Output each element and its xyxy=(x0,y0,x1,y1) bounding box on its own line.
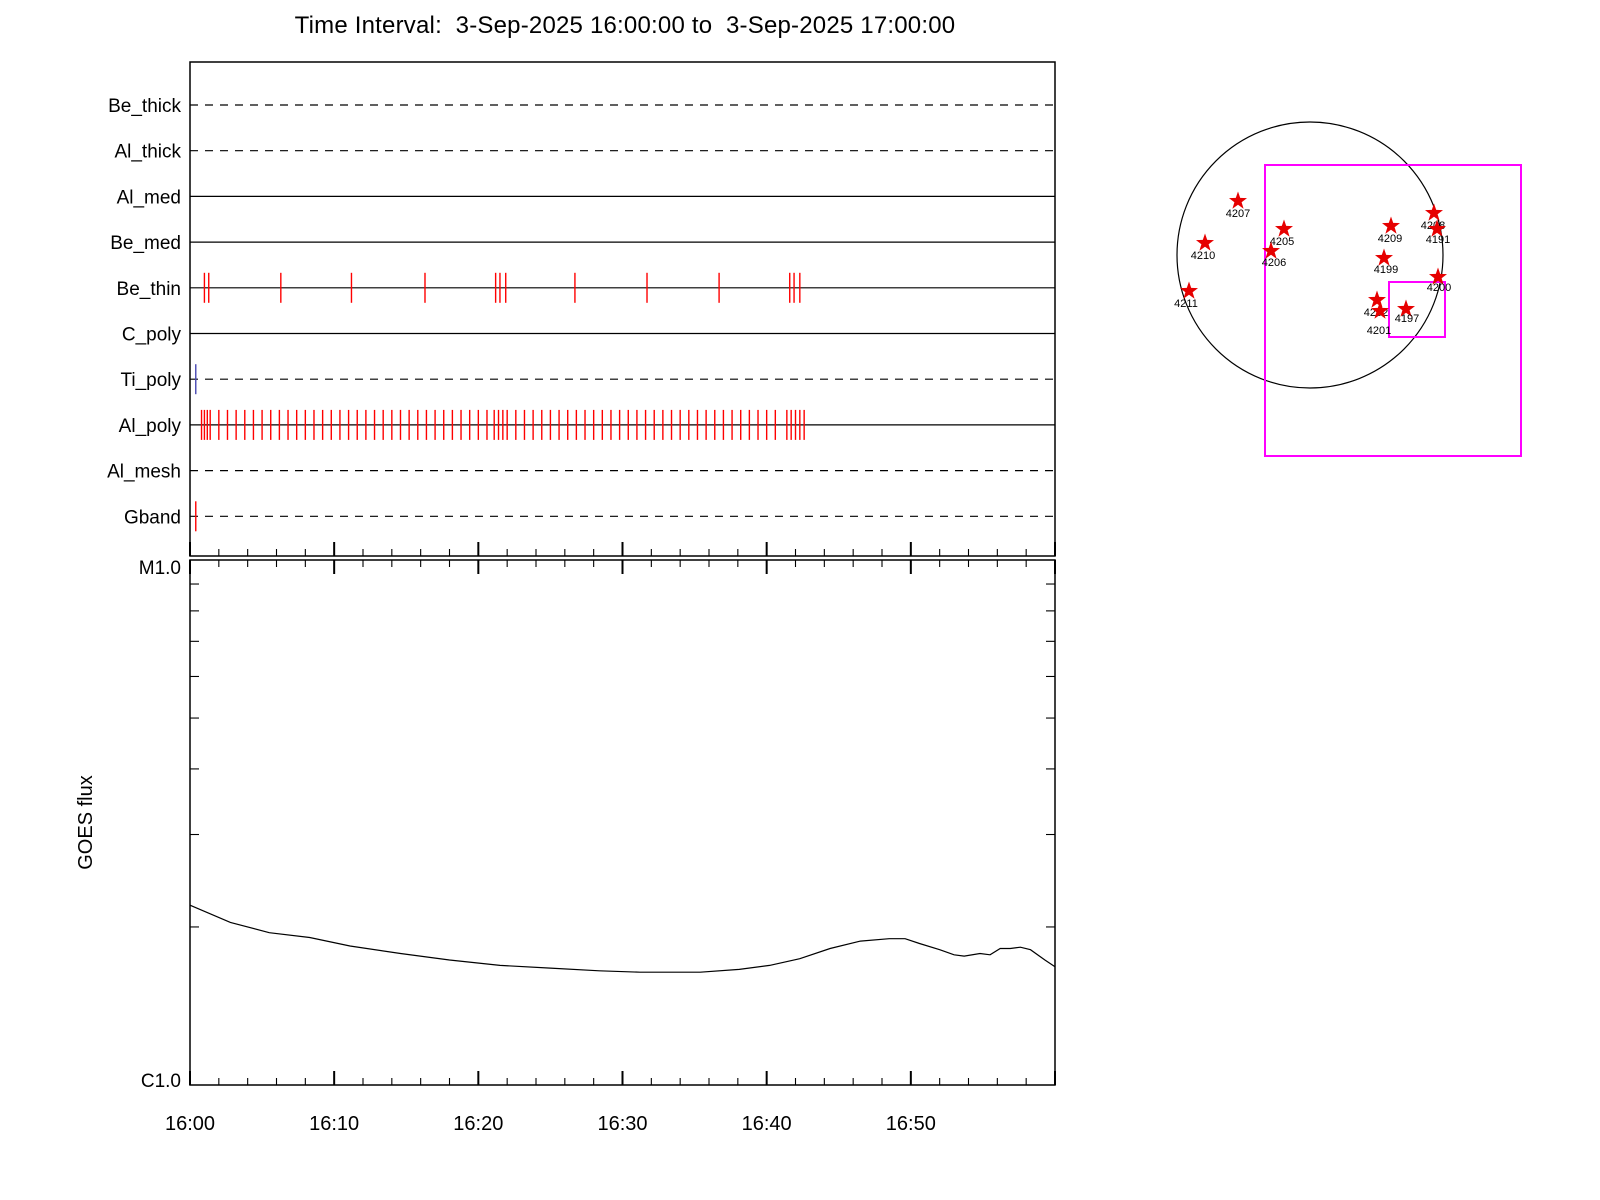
active-region-star-icon xyxy=(1180,281,1198,299)
timeline-row-Al_mesh: Al_mesh xyxy=(107,462,1055,483)
filter-row-label: C_poly xyxy=(122,325,182,346)
goes-ytick-top-label: M1.0 xyxy=(139,558,181,579)
active-region-4205: 4205 xyxy=(1270,219,1294,248)
active-region-star-icon xyxy=(1275,219,1293,237)
goes-xtick-label: 16:40 xyxy=(742,1113,792,1135)
active-region-4191: 4191 xyxy=(1426,219,1450,246)
active-region-4210: 4210 xyxy=(1191,233,1215,262)
timeline-row-Al_poly: Al_poly xyxy=(119,409,1055,440)
filter-row-label: Be_med xyxy=(110,233,181,254)
active-region-star-icon xyxy=(1229,191,1247,209)
timeline-row-Be_thick: Be_thick xyxy=(108,96,1055,117)
active-region-4201: 4201 xyxy=(1367,301,1391,337)
active-region-star-icon xyxy=(1425,203,1443,221)
goes-xtick-label: 16:10 xyxy=(309,1113,359,1135)
active-region-label: 4209 xyxy=(1378,233,1402,245)
timeline-row-Gband: Gband xyxy=(124,501,1055,532)
filter-row-label: Be_thick xyxy=(108,96,181,117)
timeline-row-Be_med: Be_med xyxy=(110,233,1055,254)
goes-panel: M1.0 C1.0 GOES flux 16:00 16:10 16:20 16:30 16:… xyxy=(75,558,1056,1135)
filter-row-label: Ti_poly xyxy=(120,370,181,391)
active-region-4209: 4209 xyxy=(1378,216,1402,245)
goes-ytick-bottom-label: C1.0 xyxy=(141,1071,181,1092)
chart-title: Time Interval: 3-Sep-2025 16:00:00 to 3-… xyxy=(294,12,956,39)
timeline-row-C_poly: C_poly xyxy=(122,325,1055,346)
filter-row-label: Al_mesh xyxy=(107,462,181,483)
active-region-label: 4200 xyxy=(1427,282,1451,294)
active-region-4211: 4211 xyxy=(1174,281,1198,310)
timeline-border xyxy=(189,61,1056,557)
filter-row-label: Al_thick xyxy=(114,142,181,163)
active-region-star-icon xyxy=(1429,267,1447,285)
solar-limb-circle xyxy=(1176,121,1444,389)
timeline-row-Al_thick: Al_thick xyxy=(114,142,1055,163)
solar-map: 4207420542064210421142094208419141994200… xyxy=(1174,121,1522,457)
active-region-label: 4201 xyxy=(1367,325,1391,337)
active-region-label: 4210 xyxy=(1191,250,1215,262)
active-region-4199: 4199 xyxy=(1374,248,1398,276)
active-region-star-icon xyxy=(1428,219,1446,237)
active-region-star-icon xyxy=(1397,299,1415,317)
active-region-label: 4197 xyxy=(1395,313,1419,325)
timeline-panel: Be_thick Al_thick Al_med Be_med Be_thin C_pol… xyxy=(107,61,1056,557)
fov-rect xyxy=(1264,164,1522,457)
filter-row-label: Be_thin xyxy=(117,279,181,300)
active-region-star-icon xyxy=(1196,233,1214,251)
goes-xtick-label: 16:50 xyxy=(886,1113,936,1135)
active-region-star-icon xyxy=(1368,290,1386,308)
active-region-label: 4205 xyxy=(1270,236,1294,248)
timeline-row-Be_thin: Be_thin xyxy=(117,272,1055,303)
active-region-4207: 4207 xyxy=(1226,191,1250,220)
active-region-4197: 4197 xyxy=(1395,299,1419,325)
active-region-star-icon xyxy=(1371,301,1389,319)
active-region-label: 4199 xyxy=(1374,264,1398,276)
goes-flux-curve xyxy=(189,904,1056,973)
active-region-star-icon xyxy=(1382,216,1400,234)
active-region-label: 4191 xyxy=(1426,234,1450,246)
filter-row-label: Al_poly xyxy=(119,416,182,437)
goes-xtick-label: 16:20 xyxy=(453,1113,503,1135)
active-region-4200: 4200 xyxy=(1427,267,1451,294)
active-region-label: 4211 xyxy=(1174,298,1198,310)
goes-border xyxy=(189,559,1056,1086)
active-region-star-icon xyxy=(1262,241,1280,259)
goes-xtick-label: 16:00 xyxy=(165,1113,215,1135)
filter-row-label: Gband xyxy=(124,507,181,528)
active-region-4206: 4206 xyxy=(1262,241,1286,269)
timeline-row-Al_med: Al_med xyxy=(117,187,1055,208)
active-region-label: 4207 xyxy=(1226,208,1250,220)
goes-y-axis-title: GOES flux xyxy=(75,775,97,869)
timeline-row-Ti_poly: Ti_poly xyxy=(120,364,1055,395)
active-region-label: 4206 xyxy=(1262,257,1286,269)
active-region-star-icon xyxy=(1375,248,1393,266)
sub-fov-rect xyxy=(1388,281,1446,338)
goes-xtick-label: 16:30 xyxy=(597,1113,647,1135)
filter-row-label: Al_med xyxy=(117,187,181,208)
